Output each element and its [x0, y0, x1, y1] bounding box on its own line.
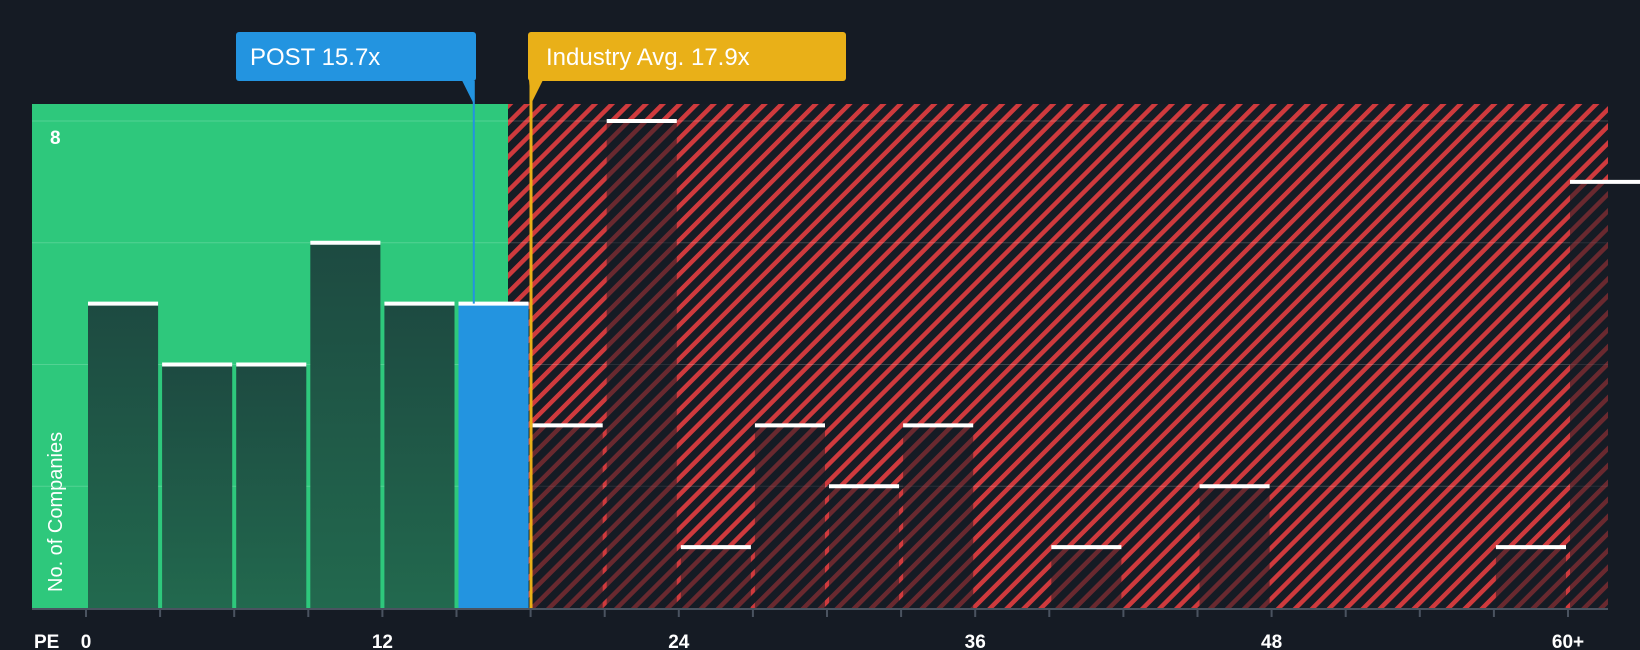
histogram-bar [236, 364, 307, 608]
histogram-bar [162, 364, 233, 608]
industry-avg-callout-label: Industry Avg. 17.9x [546, 44, 750, 71]
histogram-bar-cap [1051, 545, 1122, 550]
histogram-bar-cap [1495, 545, 1566, 550]
histogram-bar-cap [236, 362, 307, 367]
histogram-bar-cap [162, 362, 233, 367]
histogram-bar-cap [903, 423, 974, 428]
histogram-bar-cap [829, 484, 900, 489]
histogram-bar [1199, 486, 1270, 608]
histogram-bars [88, 119, 1640, 608]
histogram-bar-cap [1199, 484, 1270, 489]
company-callout-box [236, 32, 476, 81]
overvalued-zone [508, 104, 1608, 608]
histogram-bar-cap [532, 423, 603, 428]
company-callout-label: POST 15.7x [250, 44, 380, 71]
histogram-bar [903, 425, 974, 608]
x-axis-ticks [85, 609, 1569, 617]
y-axis-title: No. of Companies [45, 432, 67, 592]
histogram-bar [458, 303, 529, 608]
y-tick-label: 8 [50, 128, 61, 149]
histogram-bar-cap [88, 301, 159, 306]
histogram-bar-cap [458, 301, 529, 306]
x-axis-title: PE [34, 632, 59, 650]
histogram-bar [754, 425, 825, 608]
histogram-bar [829, 486, 900, 608]
histogram-bar-cap [680, 545, 751, 550]
industry-avg-callout-box [528, 32, 846, 81]
x-tick-label: 36 [965, 632, 986, 650]
industry-avg-callout-pointer [529, 80, 543, 104]
histogram-bar-cap [384, 301, 455, 306]
histogram-bar [384, 303, 455, 608]
histogram-bar [1570, 181, 1640, 608]
histogram-bar-cap [1570, 179, 1640, 184]
histogram-bar [88, 303, 159, 608]
histogram-bar [1051, 547, 1122, 608]
histogram-bar [680, 547, 751, 608]
x-tick-label: 24 [668, 632, 690, 650]
x-tick-label: 0 [81, 632, 92, 650]
x-tick-label: 48 [1261, 632, 1282, 650]
histogram-bar-cap [754, 423, 825, 428]
company-callout-pointer [461, 80, 474, 104]
x-tick-label: 12 [372, 632, 393, 650]
histogram-bar [606, 121, 677, 608]
histogram-bar [1495, 547, 1566, 608]
histogram-bar [532, 425, 603, 608]
x-axis-tick-labels: 0 12 24 36 48 60+ [81, 632, 1584, 650]
histogram-bar-cap [310, 240, 381, 245]
histogram-bar [310, 242, 381, 608]
company-callout: POST 15.7x [236, 32, 476, 104]
industry-avg-callout: Industry Avg. 17.9x [528, 32, 846, 104]
histogram-bar-cap [606, 119, 677, 123]
x-tick-label: 60+ [1552, 632, 1584, 650]
